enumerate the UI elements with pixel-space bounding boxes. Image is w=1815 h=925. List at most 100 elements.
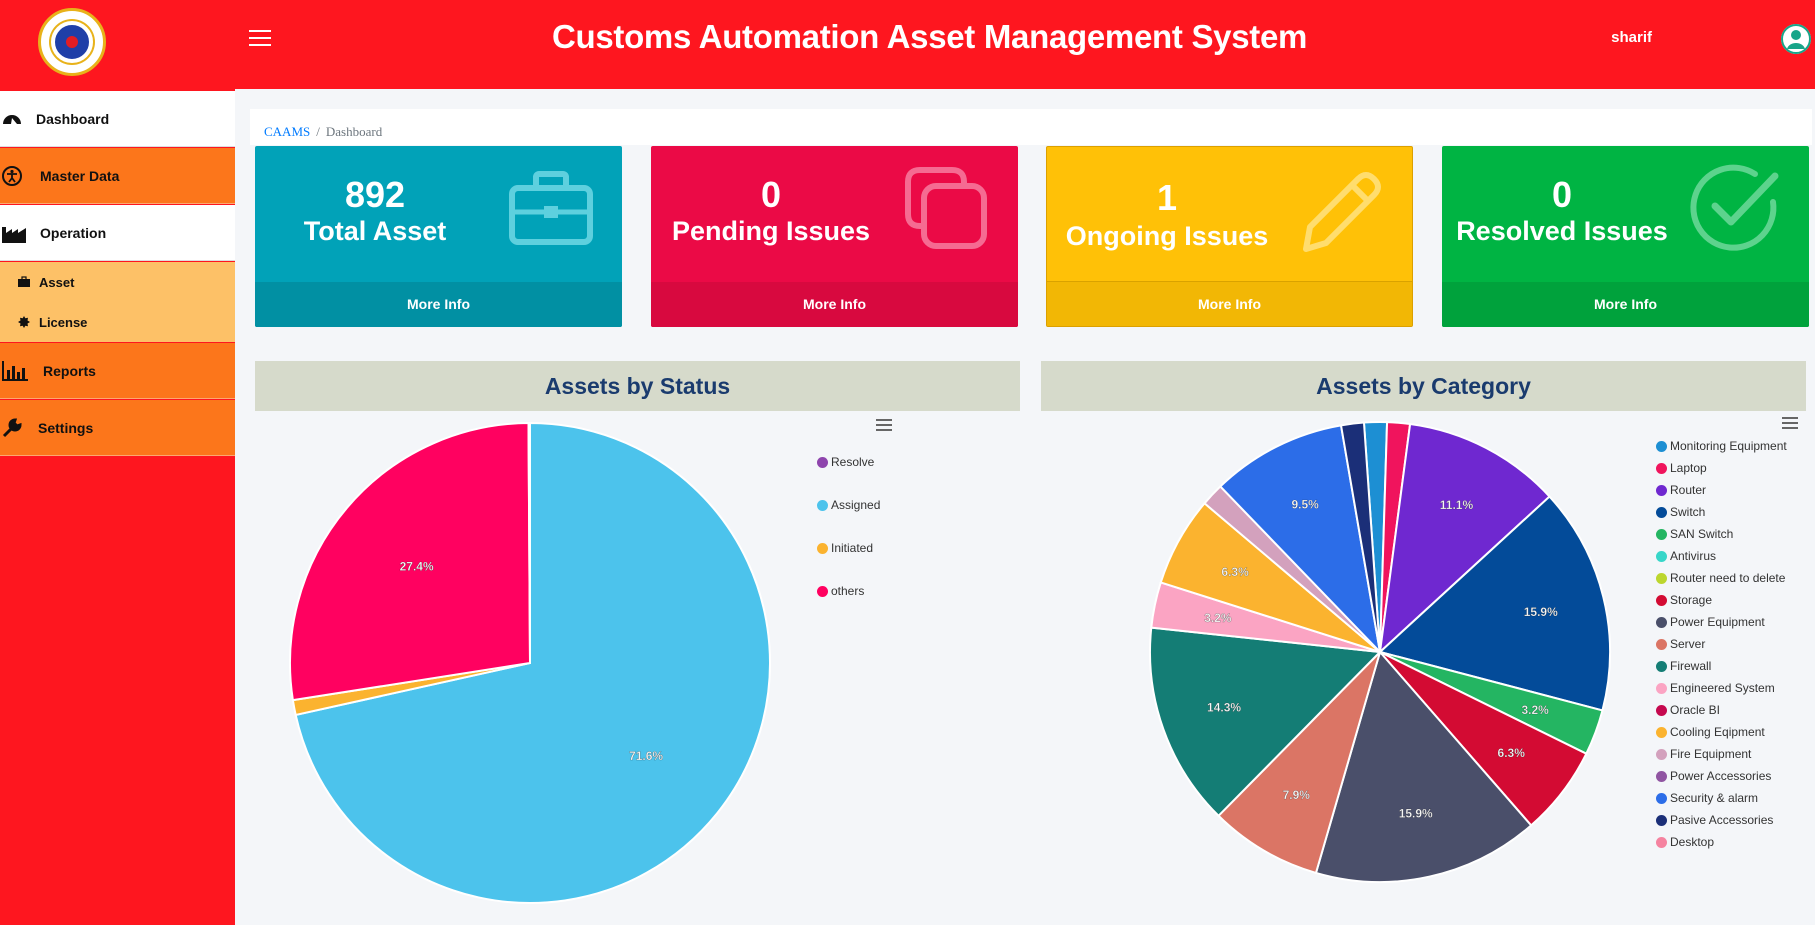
- total-asset-card: 892 Total Asset More Info: [255, 146, 622, 327]
- legend-marker: [1656, 617, 1667, 628]
- legend-item-desktop[interactable]: Desktop: [1656, 834, 1787, 856]
- legend-label: Storage: [1670, 593, 1713, 607]
- dashboard-gauge-icon: [3, 115, 21, 124]
- pencil-icon: [1303, 172, 1381, 252]
- legend-marker: [1656, 771, 1667, 782]
- legend-item-engineered-system[interactable]: Engineered System: [1656, 680, 1787, 702]
- pie-slice-assigned[interactable]: [294, 421, 771, 904]
- legend-marker: [1656, 749, 1667, 760]
- legend-item-initiated[interactable]: Initiated: [817, 540, 880, 583]
- legend-item-san-switch[interactable]: SAN Switch: [1656, 526, 1787, 548]
- legend-marker: [1656, 595, 1667, 606]
- legend-item-router-need-to-delete[interactable]: Router need to delete: [1656, 570, 1787, 592]
- copy-icon: [905, 167, 987, 249]
- pie-slice-server[interactable]: [1217, 651, 1381, 875]
- legend-item-pasive-accessories[interactable]: Pasive Accessories: [1656, 812, 1787, 834]
- legend-label: Resolve: [831, 455, 875, 469]
- legend-label: others: [831, 584, 865, 598]
- legend-label: Router need to delete: [1670, 571, 1786, 585]
- sidebar-subitem-license[interactable]: License: [0, 302, 235, 342]
- pie-data-label: 27.4%: [400, 560, 434, 574]
- logo-emblem: [51, 21, 93, 63]
- resolved-issues-card: 0 Resolved Issues More Info: [1442, 146, 1809, 327]
- card-value: 1: [1156, 177, 1178, 218]
- breadcrumb-link-caams[interactable]: CAAMS: [264, 124, 311, 139]
- legend-label: Power Accessories: [1670, 769, 1772, 783]
- status-pie-chart: 71.6% 27.4%: [289, 421, 771, 904]
- legend-label: Engineered System: [1670, 681, 1775, 695]
- menu-toggle-icon[interactable]: [249, 30, 271, 46]
- pie-slice-resolve[interactable]: [527, 421, 531, 664]
- legend-label: Initiated: [831, 541, 874, 555]
- sidebar-item-dashboard[interactable]: Dashboard: [0, 91, 235, 147]
- chart-menu-icon[interactable]: [876, 419, 892, 431]
- pie-slice-others[interactable]: [289, 421, 532, 702]
- legend-label: Server: [1670, 637, 1706, 651]
- legend-marker: [1656, 815, 1667, 826]
- pie-data-label: 14.3%: [1207, 701, 1241, 715]
- sidebar-item-settings[interactable]: Settings: [0, 400, 235, 456]
- pie-data-label: 15.9%: [1524, 605, 1558, 619]
- chart-menu-icon[interactable]: [1782, 417, 1798, 429]
- sidebar-item-reports[interactable]: Reports: [0, 343, 235, 399]
- legend-item-fire-equipment[interactable]: Fire Equipment: [1656, 746, 1787, 768]
- legend-label: Laptop: [1670, 461, 1707, 475]
- more-info-link[interactable]: More Info: [651, 282, 1018, 327]
- legend-item-monitoring-equipment[interactable]: Monitoring Equipment: [1656, 438, 1787, 460]
- more-info-link[interactable]: More Info: [255, 282, 622, 327]
- ongoing-issues-card: 1 Ongoing Issues More Info: [1046, 146, 1413, 327]
- category-pie-chart: 11.1% 15.9% 3.2% 6.3% 15.9% 7.9% 14.3% 3.2% 6.3%…: [1149, 421, 1611, 883]
- pie-slice-security-alarm[interactable]: [1218, 424, 1382, 656]
- more-info-link[interactable]: More Info: [1442, 282, 1809, 327]
- customs-logo[interactable]: [38, 8, 106, 76]
- legend-item-security-alarm[interactable]: Security & alarm: [1656, 790, 1787, 812]
- legend-item-oracle-bi[interactable]: Oracle BI: [1656, 702, 1787, 724]
- legend-marker: [817, 457, 828, 468]
- legend-label: Antivirus: [1670, 549, 1717, 563]
- pie-data-label: 15.9%: [1399, 807, 1433, 821]
- legend-item-laptop[interactable]: Laptop: [1656, 460, 1787, 482]
- pie-slice-pasive-accessories[interactable]: [1339, 421, 1381, 653]
- briefcase-icon: [509, 171, 593, 245]
- check-circle-icon: [1690, 164, 1779, 251]
- pie-slice-router[interactable]: [1378, 422, 1551, 655]
- user-avatar-icon[interactable]: [1781, 24, 1811, 54]
- more-info-link[interactable]: More Info: [1047, 281, 1412, 326]
- pie-data-label: 3.2%: [1521, 703, 1549, 717]
- legend-item-router[interactable]: Router: [1656, 482, 1787, 504]
- legend-item-power-equipment[interactable]: Power Equipment: [1656, 614, 1787, 636]
- status-chart-legend: Resolve Assigned Initiated others: [817, 454, 880, 626]
- legend-marker: [1656, 837, 1667, 848]
- pie-slice-firewall[interactable]: [1149, 626, 1383, 818]
- pie-slice-switch[interactable]: [1377, 495, 1611, 712]
- legend-item-cooling-eqipment[interactable]: Cooling Eqipment: [1656, 724, 1787, 746]
- card-label: Total Asset: [303, 216, 447, 246]
- legend-item-power-accessories[interactable]: Power Accessories: [1656, 768, 1787, 790]
- sidebar-item-master-data[interactable]: Master Data: [0, 148, 235, 204]
- legend-marker: [1656, 705, 1667, 716]
- username-label[interactable]: sharif: [1611, 29, 1652, 46]
- legend-item-switch[interactable]: Switch: [1656, 504, 1787, 526]
- legend-item-server[interactable]: Server: [1656, 636, 1787, 658]
- sidebar-item-label: Master Data: [40, 167, 120, 184]
- legend-item-others[interactable]: others: [817, 583, 880, 626]
- legend-item-firewall[interactable]: Firewall: [1656, 658, 1787, 680]
- card-value: 0: [760, 174, 782, 215]
- legend-item-resolve[interactable]: Resolve: [817, 454, 880, 497]
- sidebar: Dashboard Master Data Operation Asset Li…: [0, 89, 235, 925]
- legend-item-storage[interactable]: Storage: [1656, 592, 1787, 614]
- legend-label: Desktop: [1670, 835, 1715, 849]
- legend-item-assigned[interactable]: Assigned: [817, 497, 880, 540]
- legend-label: Assigned: [831, 498, 881, 512]
- pie-slice-power-equipment[interactable]: [1314, 649, 1533, 883]
- legend-item-antivirus[interactable]: Antivirus: [1656, 548, 1787, 570]
- sidebar-item-operation[interactable]: Operation: [0, 205, 235, 261]
- wrench-icon: [2, 418, 22, 438]
- legend-marker: [817, 543, 828, 554]
- legend-label: Firewall: [1670, 659, 1712, 673]
- sidebar-subitem-asset[interactable]: Asset: [0, 262, 235, 302]
- sidebar-item-label: Settings: [38, 419, 94, 436]
- sidebar-item-label: Reports: [43, 362, 96, 379]
- legend-marker: [1656, 661, 1667, 672]
- legend-marker: [1656, 529, 1667, 540]
